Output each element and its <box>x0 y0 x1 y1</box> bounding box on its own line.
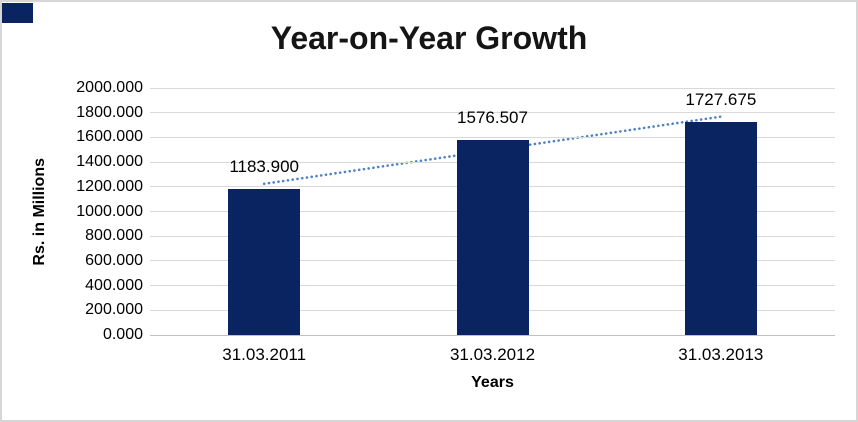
bar-value-label: 1183.900 <box>229 156 299 176</box>
category-label: 31.03.2011 <box>222 345 307 364</box>
category-label: 31.03.2012 <box>449 345 536 364</box>
x-axis-title: Years <box>471 374 514 391</box>
y-tick-label: 1800.000 <box>76 103 143 121</box>
bar-value-label: 1727.675 <box>685 89 757 109</box>
chart-title: Year-on-Year Growth <box>270 20 588 56</box>
y-tick-label: 800.000 <box>85 227 143 245</box>
category-label: 31.03.2013 <box>678 345 764 364</box>
y-tick-label: 2000.000 <box>76 79 143 96</box>
gridline <box>150 112 835 114</box>
x-axis-line <box>150 334 835 336</box>
gridline <box>150 136 835 138</box>
y-tick-label: 1200.000 <box>76 177 143 195</box>
y-tick-label: 1000.000 <box>76 202 143 220</box>
y-tick-label: 600.000 <box>85 251 143 269</box>
y-tick-label: 400.000 <box>85 276 143 294</box>
gridline <box>150 87 835 89</box>
bar <box>684 121 757 335</box>
bar-value-label: 1576.507 <box>457 108 528 128</box>
y-tick-label: 1400.000 <box>76 153 143 171</box>
y-tick-label: 1600.000 <box>76 128 143 146</box>
corner-artifact-mark <box>1 3 33 23</box>
y-tick-label: 200.000 <box>85 301 143 319</box>
bar <box>228 188 301 335</box>
y-tick-label: 0.000 <box>102 326 143 343</box>
bar <box>456 140 529 335</box>
